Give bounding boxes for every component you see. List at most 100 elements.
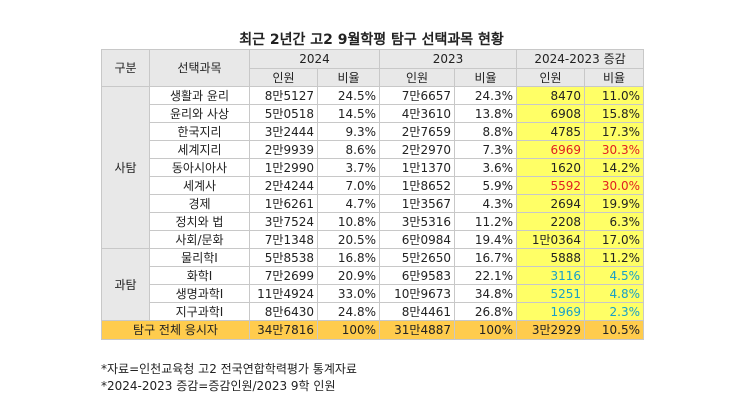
total-ratio-2024-cell: 100% bbox=[316, 320, 381, 340]
table-row: 사회/문화 7만1348 20.5% 6만0984 19.4% 1만0364 17.0% bbox=[102, 230, 645, 249]
ratio-2024-cell: 3.7% bbox=[316, 158, 381, 177]
ratio-change-cell: 11.2% bbox=[584, 248, 645, 267]
count-change-cell: 6908 bbox=[516, 104, 586, 123]
ratio-change-cell: 17.0% bbox=[584, 230, 645, 249]
table-row: 경제 1만6261 4.7% 1만3567 4.3% 2694 19.9% bbox=[102, 194, 645, 213]
footnote-source: *자료=인천교육청 고2 전국연합학력평가 통계자료 bbox=[101, 362, 357, 376]
total-count-2023-cell: 31만4887 bbox=[379, 320, 456, 340]
header-ratio-change: 비율 bbox=[584, 68, 645, 87]
count-2024-cell: 3만7524 bbox=[249, 212, 318, 231]
ratio-2023-cell: 4.3% bbox=[454, 194, 518, 213]
total-ratio-change-cell: 10.5% bbox=[584, 320, 645, 340]
total-label: 탐구 전체 응시자 bbox=[101, 320, 250, 340]
header-ratio-2023: 비율 bbox=[454, 68, 518, 87]
ratio-2024-cell: 24.5% bbox=[316, 86, 381, 105]
count-change-cell: 4785 bbox=[516, 122, 586, 141]
table-row: 화학I 7만2699 20.9% 6만9583 22.1% 3116 4.5% bbox=[102, 266, 645, 285]
table-row: 사탐 생활과 윤리 8만5127 24.5% 7만6657 24.3% 8470 11.0% bbox=[101, 86, 645, 249]
count-2024-cell: 3만2444 bbox=[249, 122, 318, 141]
table-row: 윤리와 사상 5만0518 14.5% 4만3610 13.8% 6908 15.8% bbox=[102, 104, 645, 123]
count-2023-cell: 10만9673 bbox=[379, 284, 456, 303]
ratio-change-cell: 17.3% bbox=[584, 122, 645, 141]
ratio-change-cell: 4.5% bbox=[584, 266, 645, 285]
count-change-cell: 3116 bbox=[516, 266, 586, 285]
count-2023-cell: 4만3610 bbox=[379, 104, 456, 123]
total-count-2024-cell: 34만7816 bbox=[249, 320, 318, 340]
ratio-change-cell: 30.3% bbox=[584, 140, 645, 159]
ratio-2023-cell: 26.8% bbox=[454, 302, 518, 321]
count-2023-cell: 2만7659 bbox=[379, 122, 456, 141]
count-2024-cell: 7만2699 bbox=[249, 266, 318, 285]
table-row: 과탐 물리학I 5만8538 16.8% 5만2650 16.7% 5888 11.2% bbox=[101, 248, 645, 321]
subject-cell: 동아시아사 bbox=[149, 158, 250, 177]
header-count-2024: 인원 bbox=[249, 68, 318, 87]
group-label: 과탐 bbox=[101, 248, 150, 321]
count-2023-cell: 8만4461 bbox=[379, 302, 456, 321]
ratio-2023-cell: 13.8% bbox=[454, 104, 518, 123]
subject-cell: 화학I bbox=[149, 266, 250, 285]
table-row: 동아시아사 1만2990 3.7% 1만1370 3.6% 1620 14.2% bbox=[102, 158, 645, 177]
subject-cell: 경제 bbox=[149, 194, 250, 213]
count-2024-cell: 5만8538 bbox=[249, 248, 318, 267]
count-change-cell: 1620 bbox=[516, 158, 586, 177]
subject-cell: 사회/문화 bbox=[149, 230, 250, 249]
count-change-cell: 5592 bbox=[516, 176, 586, 195]
total-count-change-cell: 3만2929 bbox=[516, 320, 586, 340]
ratio-2023-cell: 16.7% bbox=[454, 248, 518, 267]
ratio-change-cell: 14.2% bbox=[584, 158, 645, 177]
header-category: 구분 bbox=[101, 49, 150, 87]
header-subject: 선택과목 bbox=[149, 49, 250, 87]
subject-cell: 세계지리 bbox=[149, 140, 250, 159]
count-2023-cell: 7만6657 bbox=[379, 86, 456, 105]
count-change-cell: 6969 bbox=[516, 140, 586, 159]
total-ratio-2023-cell: 100% bbox=[454, 320, 518, 340]
count-change-cell: 5251 bbox=[516, 284, 586, 303]
ratio-2024-cell: 16.8% bbox=[316, 248, 381, 267]
ratio-2024-cell: 14.5% bbox=[316, 104, 381, 123]
header-count-change: 인원 bbox=[516, 68, 586, 87]
ratio-2023-cell: 7.3% bbox=[454, 140, 518, 159]
ratio-change-cell: 30.0% bbox=[584, 176, 645, 195]
count-2023-cell: 6만9583 bbox=[379, 266, 456, 285]
ratio-2024-cell: 7.0% bbox=[316, 176, 381, 195]
count-2024-cell: 1만6261 bbox=[249, 194, 318, 213]
ratio-change-cell: 2.3% bbox=[584, 302, 645, 321]
count-change-cell: 2694 bbox=[516, 194, 586, 213]
count-2023-cell: 1만1370 bbox=[379, 158, 456, 177]
count-change-cell: 5888 bbox=[516, 248, 586, 267]
count-2023-cell: 1만8652 bbox=[379, 176, 456, 195]
count-2023-cell: 2만2970 bbox=[379, 140, 456, 159]
ratio-2024-cell: 4.7% bbox=[316, 194, 381, 213]
count-2024-cell: 1만2990 bbox=[249, 158, 318, 177]
table-row: 한국지리 3만2444 9.3% 2만7659 8.8% 4785 17.3% bbox=[102, 122, 645, 141]
count-change-cell: 8470 bbox=[516, 86, 586, 105]
table-row: 생명과학I 11만4924 33.0% 10만9673 34.8% 5251 4.8% bbox=[102, 284, 645, 303]
ratio-2024-cell: 20.9% bbox=[316, 266, 381, 285]
table-row: 세계지리 2만9939 8.6% 2만2970 7.3% 6969 30.3% bbox=[102, 140, 645, 159]
ratio-2023-cell: 19.4% bbox=[454, 230, 518, 249]
count-2023-cell: 6만0984 bbox=[379, 230, 456, 249]
ratio-2024-cell: 20.5% bbox=[316, 230, 381, 249]
count-2024-cell: 11만4924 bbox=[249, 284, 318, 303]
count-2023-cell: 3만5316 bbox=[379, 212, 456, 231]
subject-cell: 정치와 법 bbox=[149, 212, 250, 231]
ratio-2024-cell: 9.3% bbox=[316, 122, 381, 141]
count-2024-cell: 2만9939 bbox=[249, 140, 318, 159]
footnote-definition: *2024-2023 증감=증감인원/2023 9학 인원 bbox=[101, 379, 336, 393]
count-change-cell: 2208 bbox=[516, 212, 586, 231]
ratio-2023-cell: 34.8% bbox=[454, 284, 518, 303]
count-2024-cell: 8만6430 bbox=[249, 302, 318, 321]
count-change-cell: 1969 bbox=[516, 302, 586, 321]
subject-cell: 물리학I bbox=[149, 248, 250, 267]
header-count-2023: 인원 bbox=[379, 68, 456, 87]
subject-cell: 한국지리 bbox=[149, 122, 250, 141]
subject-cell: 생명과학I bbox=[149, 284, 250, 303]
count-2023-cell: 5만2650 bbox=[379, 248, 456, 267]
count-change-cell: 1만0364 bbox=[516, 230, 586, 249]
count-2024-cell: 8만5127 bbox=[249, 86, 318, 105]
ratio-2024-cell: 33.0% bbox=[316, 284, 381, 303]
group-label: 사탐 bbox=[101, 86, 150, 249]
footnotes: *자료=인천교육청 고2 전국연합학력평가 통계자료 *2024-2023 증감… bbox=[101, 361, 357, 395]
table-body: 사탐 생활과 윤리 8만5127 24.5% 7만6657 24.3% 8470 11.0% 윤… bbox=[101, 86, 645, 340]
table-row: 지구과학I 8만6430 24.8% 8만4461 26.8% 1969 2.3% bbox=[102, 302, 645, 321]
